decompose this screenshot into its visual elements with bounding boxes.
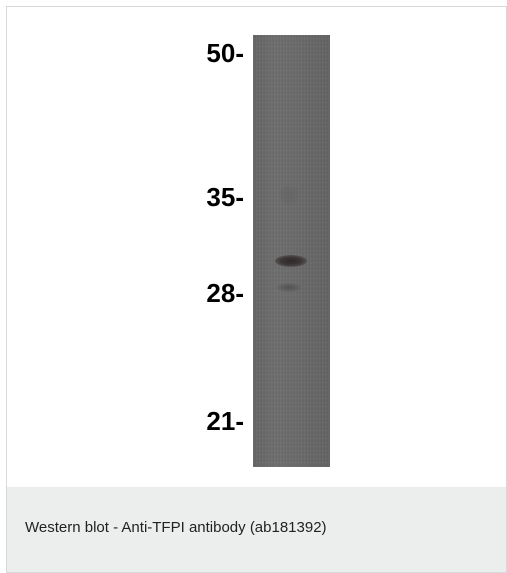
caption-bar: Western blot - Anti-TFPI antibody (ab181… bbox=[7, 487, 506, 572]
blot-lane bbox=[253, 35, 330, 467]
marker-28: 28- bbox=[206, 278, 244, 308]
protein-band-main bbox=[275, 255, 307, 267]
marker-50: 50- bbox=[206, 38, 244, 68]
western-blot-figure: 50- 35- 28- 21- bbox=[7, 7, 506, 487]
marker-21: 21- bbox=[206, 406, 244, 436]
protein-band-faint bbox=[277, 283, 301, 292]
figure-caption: Western blot - Anti-TFPI antibody (ab181… bbox=[25, 519, 327, 536]
lane-texture bbox=[253, 35, 330, 467]
figure-card: 50- 35- 28- 21- Western blot - Anti-TFPI… bbox=[6, 6, 507, 573]
faint-smear bbox=[279, 185, 299, 205]
marker-35: 35- bbox=[206, 182, 244, 212]
